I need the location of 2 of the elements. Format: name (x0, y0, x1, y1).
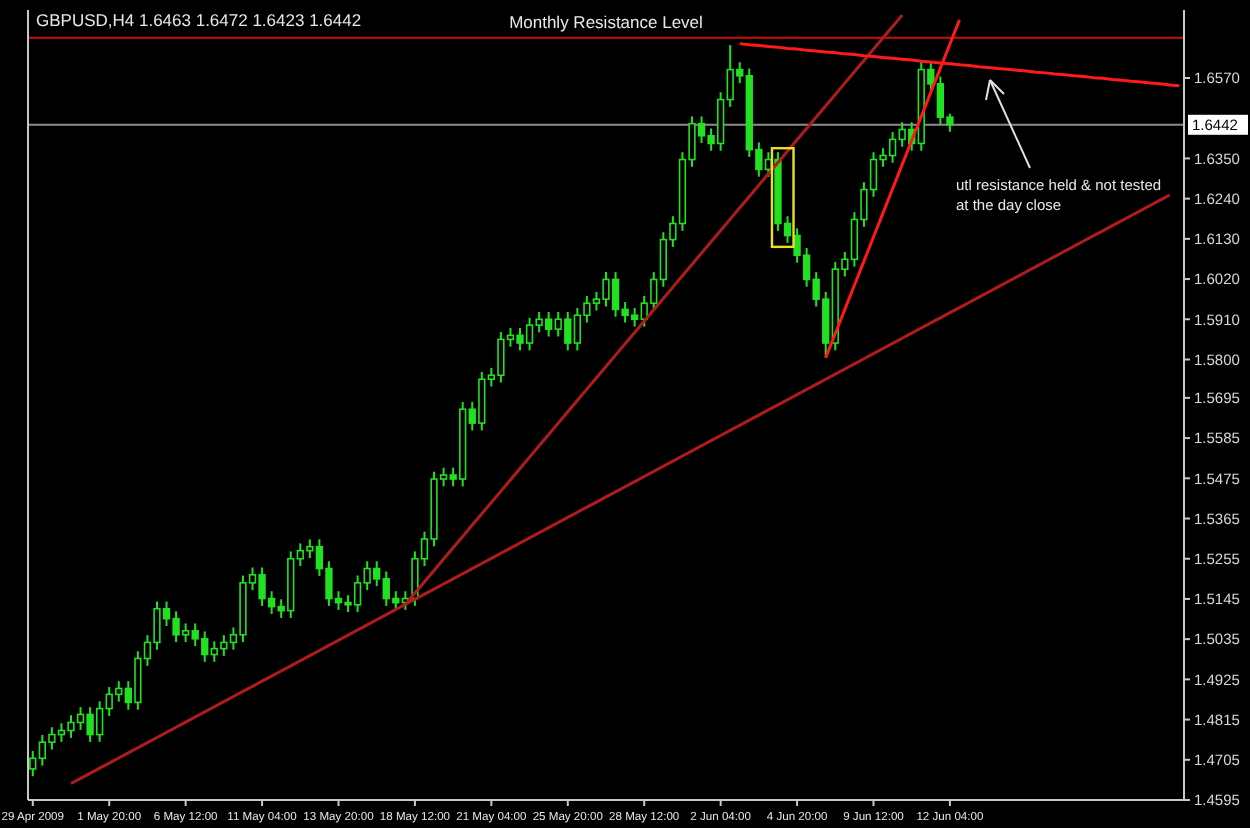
chart-title: GBPUSD,H4 1.6463 1.6472 1.6423 1.6442 (36, 10, 362, 30)
ref-line-label: Monthly Resistance Level (509, 11, 704, 32)
